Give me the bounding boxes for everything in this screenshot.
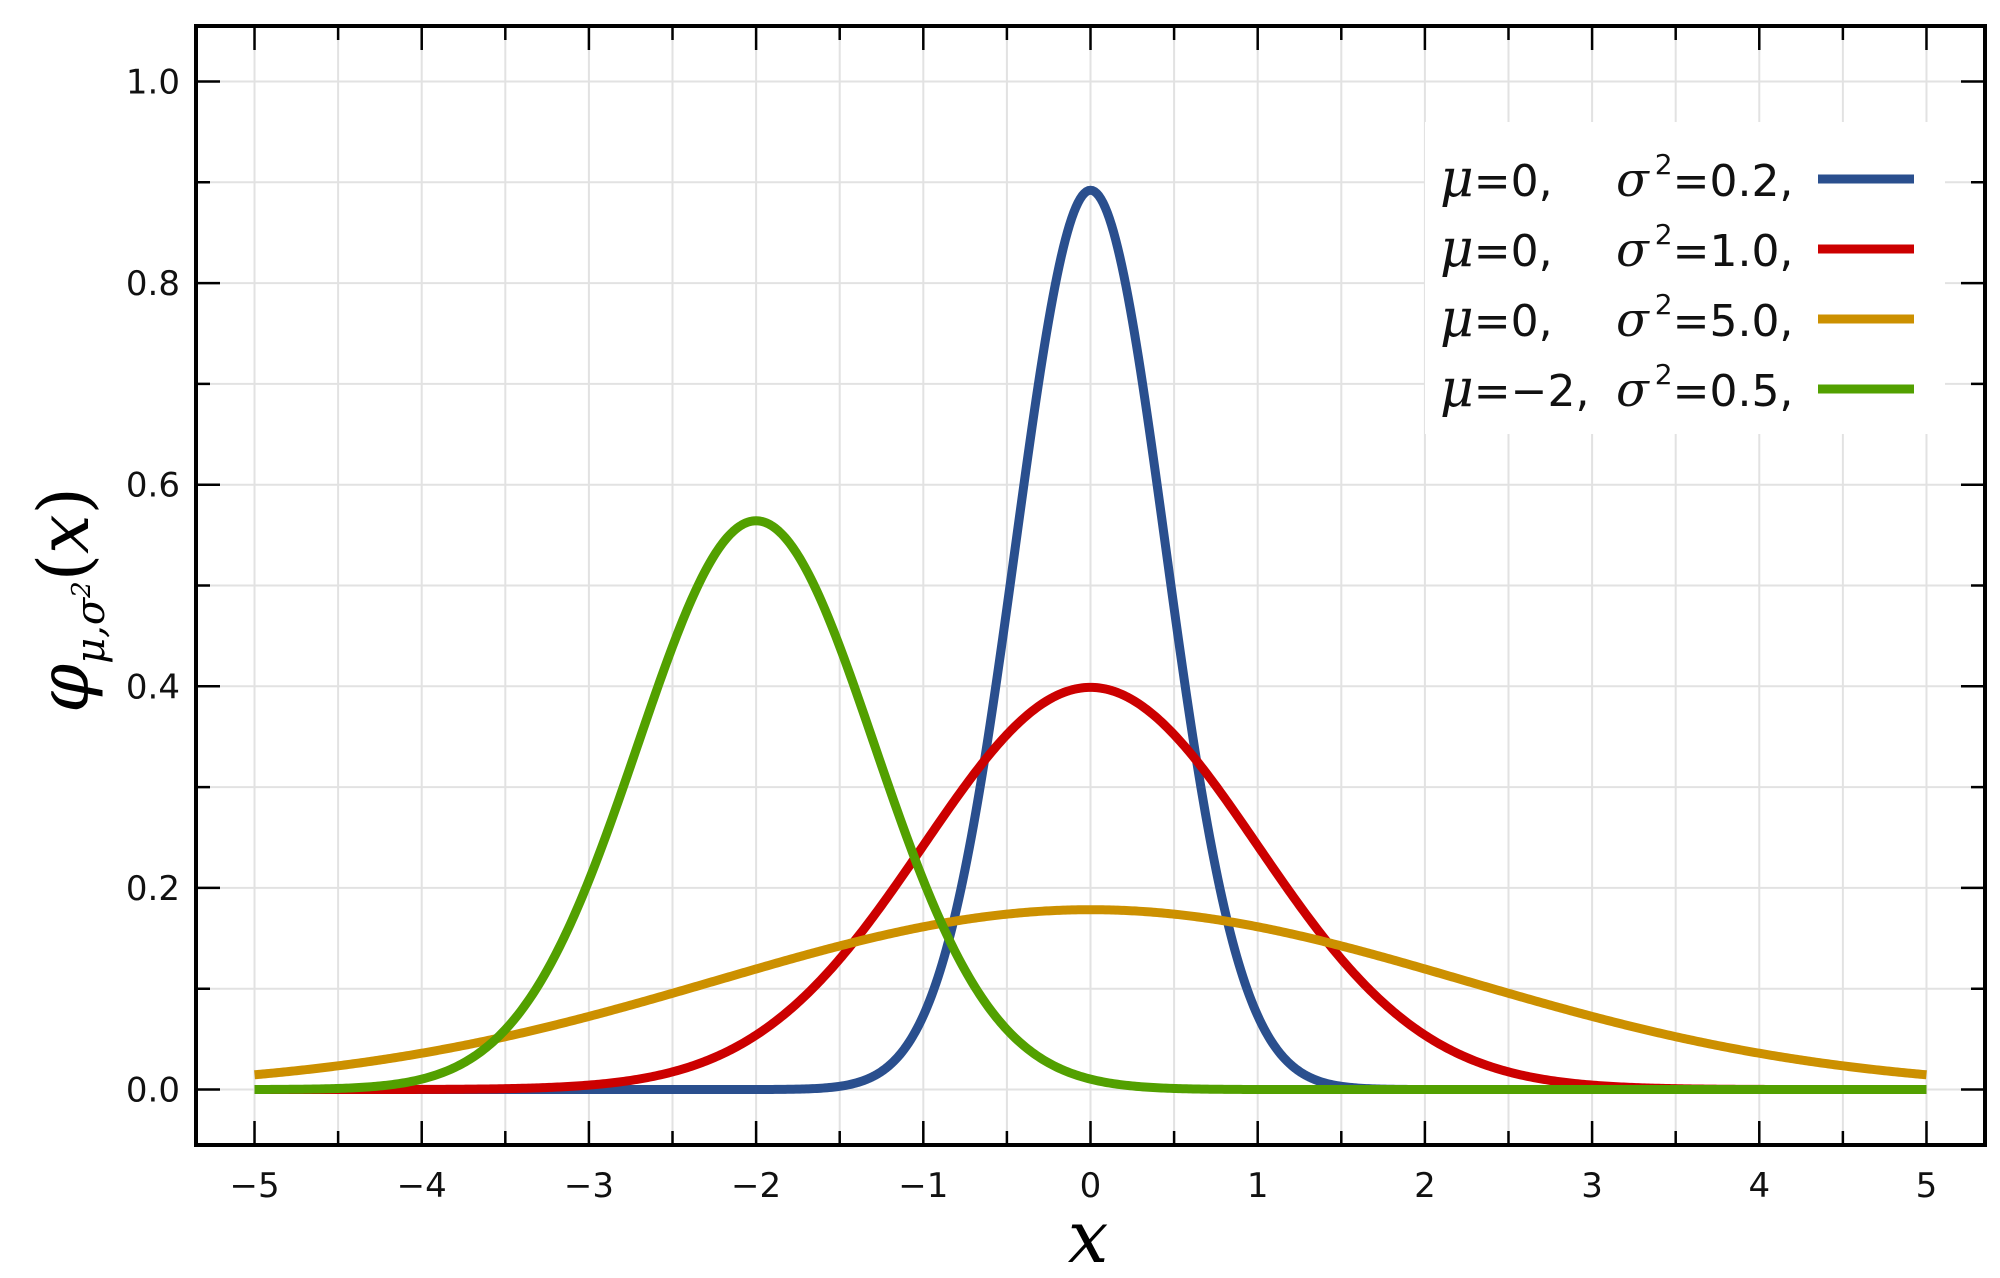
y-axis-title-arg-open: ( <box>23 554 105 581</box>
x-tick-label: 2 <box>1414 1166 1436 1206</box>
x-tick-label: 5 <box>1916 1166 1938 1206</box>
y-tick-label: 1.0 <box>126 62 180 102</box>
legend-sigma-symbol: σ <box>1616 292 1650 348</box>
x-tick-label: −4 <box>397 1166 447 1206</box>
y-axis-title-subscript-sigma-power: 2 <box>67 581 97 599</box>
legend-entry-label: μ=0, <box>1440 149 1553 209</box>
legend-mu-symbol: μ <box>1440 149 1474 209</box>
legend-entry-sigma: σ 2=0.5, <box>1616 358 1793 418</box>
y-tick-label: 0.4 <box>126 667 180 707</box>
y-axis-title: φμ,σ2(x) <box>23 487 114 713</box>
legend-sigma-power: 2 <box>1655 358 1673 391</box>
legend-entry-label: μ=0, <box>1440 289 1553 349</box>
series-line <box>252 516 1929 1095</box>
x-tick-label: −1 <box>898 1166 948 1206</box>
legend-sigma-power: 2 <box>1655 218 1673 251</box>
x-axis-title: x <box>1068 1195 1109 1278</box>
legend-sigma-power: 2 <box>1655 288 1673 321</box>
y-axis-title-subscript-sep: , <box>68 625 114 638</box>
series-lines <box>252 185 1929 1095</box>
legend-mu-value: =−2, <box>1474 366 1590 417</box>
legend-entry-label: μ=−2, <box>1440 359 1590 419</box>
y-tick-label: 0.6 <box>126 466 180 506</box>
legend-mu-value: =0, <box>1474 156 1553 207</box>
x-tick-label: −5 <box>229 1166 279 1206</box>
legend-sigma-symbol: σ <box>1616 152 1650 208</box>
legend-entry-label: μ=0, <box>1440 219 1553 279</box>
y-axis-title-arg-close: ) <box>23 487 105 514</box>
x-tick-label: −3 <box>564 1166 614 1206</box>
x-tick-labels: −5 −4 −3 −2 −1 0 1 2 3 4 5 <box>229 1166 1937 1206</box>
legend-sigma-value: =1.0, <box>1673 226 1794 277</box>
y-tick-label: 0.0 <box>126 1071 180 1111</box>
x-tick-label: −2 <box>731 1166 781 1206</box>
y-tick-label: 0.8 <box>126 264 180 304</box>
x-tick-label: 4 <box>1748 1166 1770 1206</box>
tick-marks <box>196 26 1985 1145</box>
legend-mu-symbol: μ <box>1440 289 1474 349</box>
x-tick-label: 3 <box>1581 1166 1603 1206</box>
legend-mu-value: =0, <box>1474 226 1553 277</box>
legend-sigma-value: =0.2, <box>1673 156 1794 207</box>
legend-sigma-value: =5.0, <box>1673 296 1794 347</box>
y-tick-label: 0.2 <box>126 869 180 909</box>
legend-mu-value: =0, <box>1474 296 1553 347</box>
y-axis-title-subscript-mu: μ <box>68 638 114 664</box>
legend: μ=0, σ 2=0.2,μ=0, σ 2=1.0,μ=0, σ 2=5.0,μ=−2, σ 2… <box>1425 122 1945 434</box>
legend-entry-sigma: σ 2=5.0, <box>1616 288 1793 348</box>
series-line <box>252 905 1929 1080</box>
legend-sigma-symbol: σ <box>1616 362 1650 418</box>
y-axis-title-subscript-sigma: σ <box>68 596 114 625</box>
y-axis-title-symbol: φ <box>23 664 105 713</box>
legend-sigma-power: 2 <box>1655 148 1673 181</box>
legend-sigma-value: =0.5, <box>1673 366 1794 417</box>
legend-sigma-symbol: σ <box>1616 222 1650 278</box>
y-tick-labels: 0.0 0.2 0.4 0.6 0.8 1.0 <box>126 62 180 1110</box>
x-tick-label: 0 <box>1080 1166 1102 1206</box>
legend-mu-symbol: μ <box>1440 359 1474 419</box>
y-axis-title-arg-var: x <box>23 514 105 553</box>
legend-entry-sigma: σ 2=0.2, <box>1616 148 1793 208</box>
legend-mu-symbol: μ <box>1440 219 1474 279</box>
plot-frame <box>194 24 1987 1147</box>
legend-background <box>1425 122 1945 434</box>
x-tick-label: 1 <box>1247 1166 1269 1206</box>
legend-entry-sigma: σ 2=1.0, <box>1616 218 1793 278</box>
